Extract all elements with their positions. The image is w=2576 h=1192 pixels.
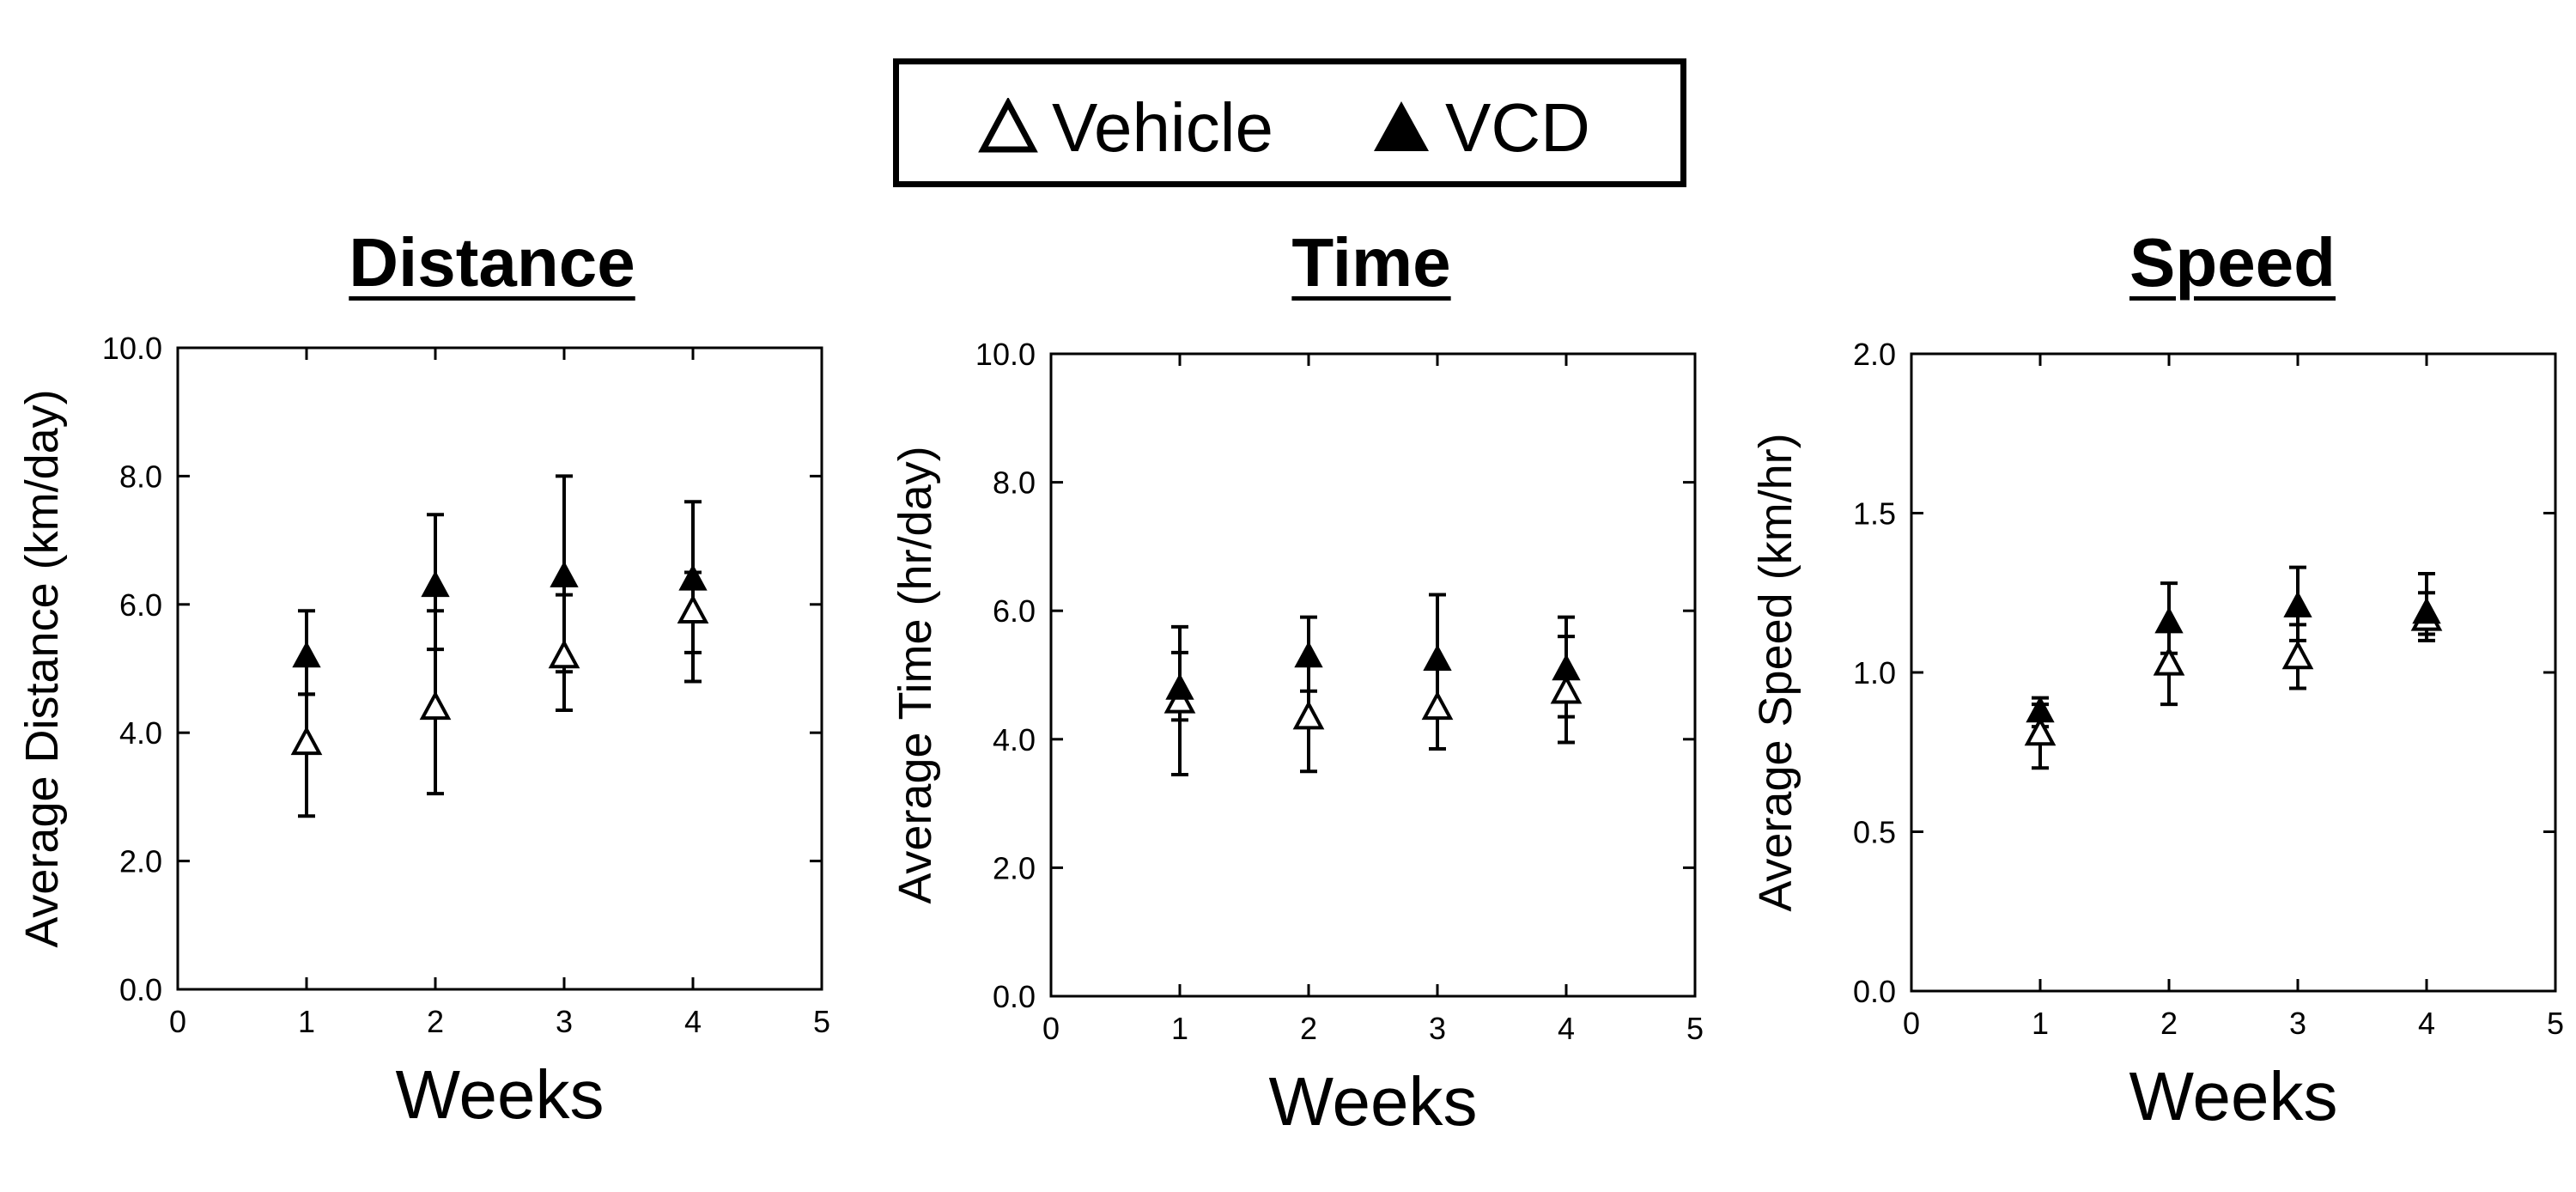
data-point-vcd xyxy=(2283,590,2312,617)
data-point-vcd xyxy=(292,641,321,668)
y-tick-label: 6.0 xyxy=(119,587,162,623)
data-point-vehicle xyxy=(2024,716,2057,746)
x-tick-label: 3 xyxy=(1429,1011,1446,1046)
data-point-vehicle xyxy=(2153,646,2185,676)
chart-distance: 0 1 2 3 4 5 0.0 2.0 4.0 6.0 8.0 10.0 Weeks Average Di… xyxy=(16,331,830,1133)
data-point-vcd xyxy=(2412,597,2441,624)
x-tick-label: 2 xyxy=(2160,1006,2178,1041)
data-point-vcd xyxy=(1165,672,1194,700)
data-point-vehicle xyxy=(290,726,323,756)
x-tick-label: 1 xyxy=(298,1004,315,1039)
data-point-vehicle xyxy=(2281,640,2314,670)
y-tick-label: 0.5 xyxy=(1853,815,1896,850)
data-point-vcd xyxy=(1423,644,1452,672)
legend-label-vehicle: Vehicle xyxy=(1052,89,1273,166)
data-point-vcd xyxy=(678,563,708,591)
data-point-vehicle xyxy=(548,639,580,669)
legend-item-vehicle: Vehicle xyxy=(978,94,1273,162)
x-tick-label: 4 xyxy=(1558,1011,1575,1046)
x-tick-label: 5 xyxy=(1686,1011,1704,1046)
x-tick-label: 3 xyxy=(556,1004,573,1039)
legend-item-vcd: VCD xyxy=(1371,94,1590,162)
chart-speed: 0 1 2 3 4 5 0.0 0.5 1.0 1.5 2.0 Weeks Average Speed … xyxy=(1750,337,2564,1134)
data-point-vcd xyxy=(1294,641,1323,668)
data-point-vcd xyxy=(421,570,450,598)
data-point-vehicle xyxy=(677,594,709,624)
y-tick-label: 0.0 xyxy=(993,979,1036,1014)
filled-triangle-icon xyxy=(1374,101,1429,151)
panel-title-distance: Distance xyxy=(349,224,635,301)
x-tick-label: 0 xyxy=(1042,1011,1060,1046)
y-tick-label: 0.0 xyxy=(119,972,162,1007)
x-axis-label: Weeks xyxy=(1268,1063,1477,1140)
x-tick-label: 1 xyxy=(1171,1011,1188,1046)
panel-title-speed: Speed xyxy=(2129,224,2336,301)
y-tick-label: 2.0 xyxy=(1853,337,1896,372)
data-point-vehicle xyxy=(1292,700,1325,730)
y-tick-label: 2.0 xyxy=(119,844,162,879)
x-tick-label: 2 xyxy=(1300,1011,1317,1046)
panel-title-time: Time xyxy=(1291,224,1451,301)
y-axis-label: Average Speed (km/hr) xyxy=(1750,433,1801,911)
x-axis-label: Weeks xyxy=(2129,1058,2337,1134)
x-tick-label: 3 xyxy=(2289,1006,2306,1041)
y-tick-label: 4.0 xyxy=(993,722,1036,757)
plot-frame xyxy=(1049,352,1697,998)
y-tick-label: 1.0 xyxy=(1853,655,1896,690)
chart-time: 0 1 2 3 4 5 0.0 2.0 4.0 6.0 8.0 10.0 Weeks Average Ti… xyxy=(890,337,1704,1140)
x-tick-label: 0 xyxy=(169,1004,186,1039)
x-axis-label: Weeks xyxy=(395,1056,604,1133)
x-tick-label: 4 xyxy=(684,1004,702,1039)
y-axis-label: Average Time (hr/day) xyxy=(890,446,941,903)
data-point-vehicle xyxy=(419,690,452,721)
y-tick-label: 8.0 xyxy=(119,459,162,494)
data-point-vehicle xyxy=(1163,684,1196,714)
y-axis-label: Average Distance (km/day) xyxy=(16,389,68,947)
plot-frame xyxy=(1910,352,2557,993)
plot-frame xyxy=(176,346,823,991)
x-tick-label: 2 xyxy=(427,1004,444,1039)
x-tick-label: 4 xyxy=(2418,1006,2435,1041)
legend-label-vcd: VCD xyxy=(1445,89,1590,166)
y-tick-label: 1.5 xyxy=(1853,496,1896,532)
open-triangle-icon xyxy=(978,98,1038,153)
data-point-vcd xyxy=(2154,606,2184,634)
y-tick-label: 10.0 xyxy=(975,337,1036,372)
x-tick-label: 0 xyxy=(1903,1006,1920,1041)
legend: Vehicle VCD xyxy=(893,58,1686,187)
y-tick-label: 4.0 xyxy=(119,715,162,751)
data-point-vcd xyxy=(550,561,579,587)
data-point-vehicle xyxy=(1550,674,1583,704)
x-tick-label: 5 xyxy=(813,1004,830,1039)
y-tick-label: 2.0 xyxy=(993,850,1036,885)
y-tick-label: 10.0 xyxy=(102,331,162,366)
y-tick-label: 0.0 xyxy=(1853,974,1896,1009)
y-tick-label: 6.0 xyxy=(993,593,1036,629)
y-tick-label: 8.0 xyxy=(993,465,1036,501)
data-point-vcd xyxy=(1552,654,1581,681)
data-point-vehicle xyxy=(1421,690,1454,721)
x-tick-label: 1 xyxy=(2032,1006,2049,1041)
data-point-vcd xyxy=(2026,696,2055,723)
x-tick-label: 5 xyxy=(2547,1006,2564,1041)
